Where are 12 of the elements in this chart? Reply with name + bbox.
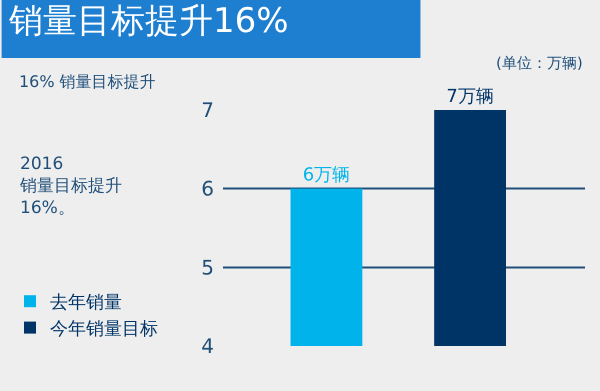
y-tick-label: 5 — [201, 255, 214, 280]
data-label: 6万辆 — [302, 164, 350, 186]
legend-label: 去年销量 — [50, 292, 122, 314]
y-tick-label: 7 — [201, 98, 214, 122]
text: (单位：万辆) — [496, 54, 583, 72]
legend-label: 今年销量目标 — [50, 318, 158, 340]
chart-title: 销量目标提升16% — [8, 0, 289, 41]
y-tick-label: 4 — [201, 334, 214, 358]
data-label: 7万辆 — [446, 86, 494, 107]
text: 2016 销量目标提升 16%。 — [19, 154, 122, 218]
y-tick-label: 6 — [201, 176, 214, 201]
text: 16% 销量目标提升 — [19, 72, 156, 91]
